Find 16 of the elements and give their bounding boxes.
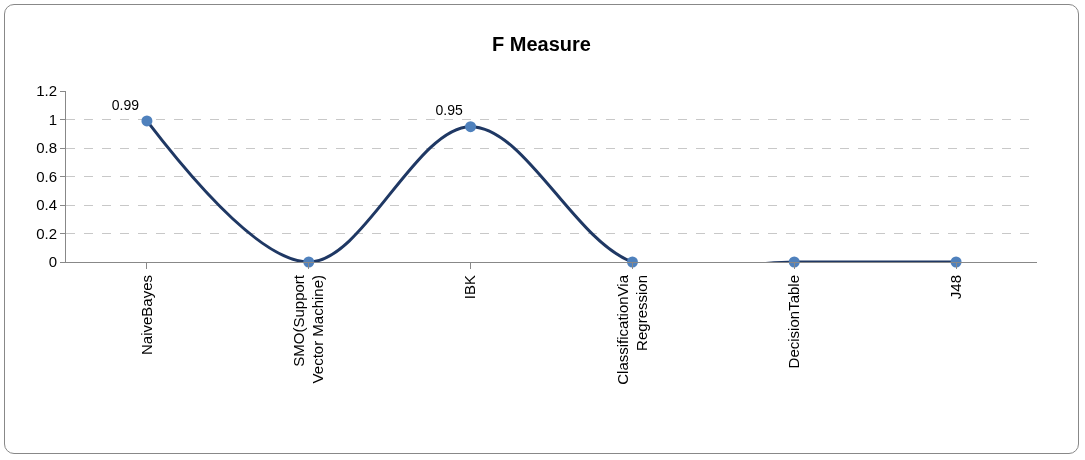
y-tick-label: 0.8 <box>36 139 57 157</box>
y-tick-label: 1.2 <box>36 82 57 100</box>
y-tick-label: 1 <box>48 110 57 128</box>
x-tick-label: DecisionTable <box>785 275 803 369</box>
data-label: 0.99 <box>111 96 140 113</box>
chart-title: F Measure <box>492 33 591 56</box>
y-tick-label: 0.4 <box>36 196 57 214</box>
x-tick-label: IBK <box>461 275 479 300</box>
y-tick-label: 0 <box>48 253 57 271</box>
y-tick-label: 0.2 <box>36 224 57 242</box>
data-label: 0.95 <box>435 102 463 119</box>
x-tick-label: ClassificationVia Regression <box>613 274 651 385</box>
x-tick-label: J48 <box>946 275 964 300</box>
y-tick-label: 0.6 <box>36 167 57 185</box>
x-tick-label: SMO(Support Vector Machine) <box>289 274 327 384</box>
x-tick-label: NaiveBayes <box>137 275 155 356</box>
